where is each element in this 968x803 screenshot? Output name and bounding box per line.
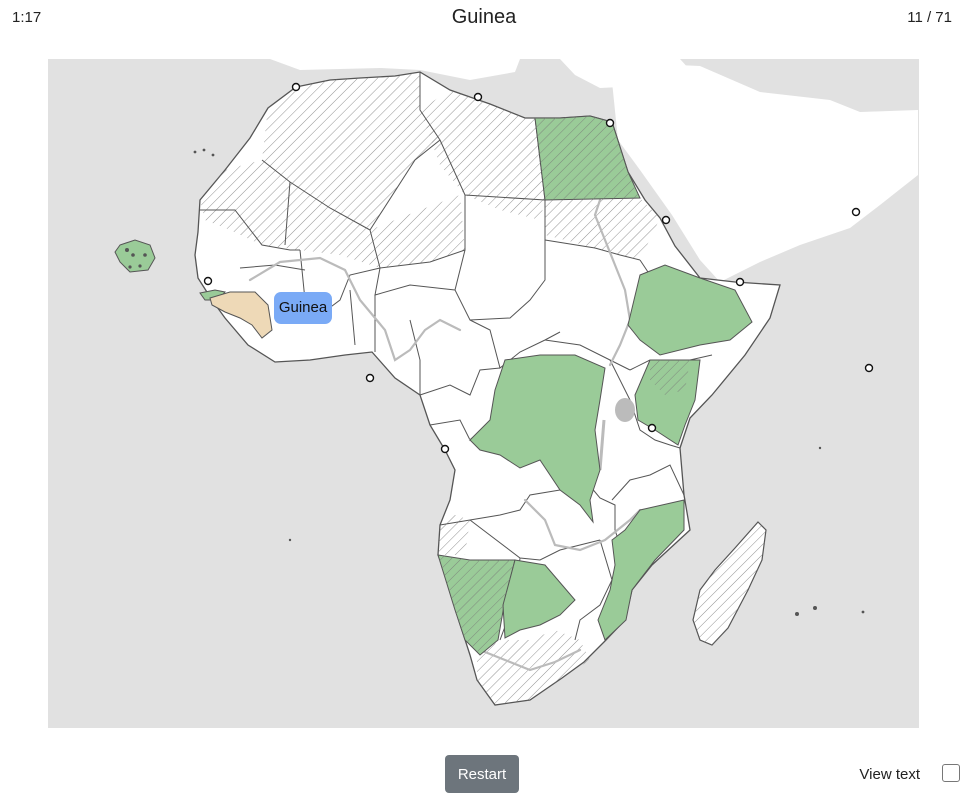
cape-verde-region — [114, 239, 156, 273]
africa-map[interactable]: Guinea — [48, 59, 919, 728]
madagascar-hatch — [693, 522, 766, 645]
correct-hatch — [438, 116, 690, 655]
view-text-checkbox[interactable] — [942, 764, 960, 782]
arabian-peninsula — [610, 62, 918, 282]
europe-coast-east — [560, 59, 690, 88]
hatched-angola-part — [438, 515, 470, 555]
island-markers[interactable] — [203, 82, 874, 454]
hatched-sudan — [545, 198, 660, 260]
hatched-mali-niger — [200, 160, 465, 268]
drc-region — [469, 354, 606, 524]
view-text-label: View text — [859, 766, 920, 783]
tiny-islands — [125, 148, 865, 616]
europe-coast — [270, 59, 520, 80]
timer: 1:17 — [12, 9, 42, 26]
question-title: Guinea — [451, 6, 517, 28]
mozambique-region — [597, 499, 685, 641]
hatched-north-west — [262, 72, 440, 230]
hatched-libya — [420, 90, 545, 220]
lake-tanganyika — [598, 419, 606, 471]
target-label: Guinea — [274, 292, 332, 324]
guinea-region[interactable] — [209, 291, 273, 339]
lake-victoria — [615, 398, 635, 422]
hatched-south-africa — [477, 630, 590, 705]
restart-button[interactable]: Restart — [445, 755, 519, 793]
ethiopia-region — [627, 264, 753, 356]
progress-counter: 11 / 71 — [907, 9, 952, 26]
botswana-region — [502, 559, 576, 639]
